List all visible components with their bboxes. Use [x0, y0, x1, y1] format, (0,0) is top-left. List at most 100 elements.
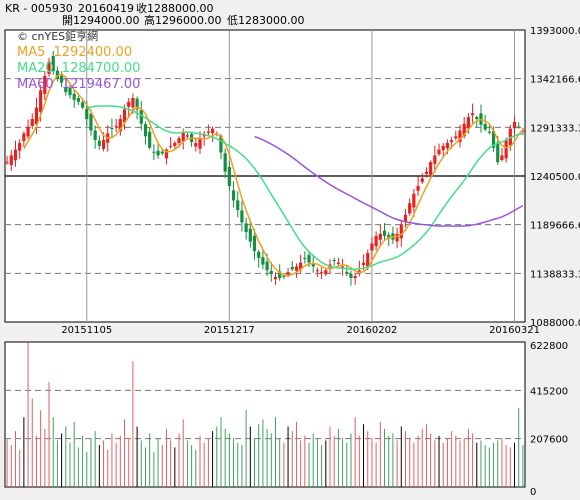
ma60-line [254, 135, 524, 227]
candle-body [282, 275, 286, 277]
vol-y-tick-label: 0 [530, 487, 536, 498]
candle-body [152, 151, 156, 153]
candle-body [336, 262, 340, 264]
candle-body [278, 271, 282, 278]
candle-body [80, 102, 85, 108]
candle-body [374, 235, 378, 247]
header-high: 高1296000.00 [144, 13, 221, 27]
candle-body [399, 224, 403, 239]
candle-body [173, 142, 177, 146]
candle-body [340, 266, 345, 268]
candle-body [261, 257, 265, 265]
candle-body [248, 228, 252, 242]
candle-body [60, 75, 64, 83]
candle-body [181, 132, 185, 142]
legend-ma60: MA60 1219467.00 [17, 77, 140, 92]
x-tick-label: 20160321 [489, 325, 540, 336]
legend-ma20-value: 1284700.00 [62, 61, 141, 76]
candle-body [160, 151, 164, 154]
candle-body [521, 130, 525, 132]
candle-body [169, 145, 173, 147]
candle-body [416, 186, 420, 191]
candle-body [269, 270, 273, 275]
candle-body [470, 113, 475, 116]
candle-body [135, 98, 139, 110]
x-tick-label: 20160202 [346, 325, 397, 336]
candle-body [131, 97, 135, 108]
candle-body [231, 190, 236, 201]
header-close: 收1288000.00 [136, 1, 213, 15]
watermark: © cnYES鉅亨網 [17, 29, 98, 43]
vol-y-tick-label: 207600 [530, 435, 568, 446]
candle-body [265, 261, 269, 271]
candle-body [219, 135, 223, 153]
legend-ma5-label: MA5 [17, 45, 45, 60]
candle-body [55, 70, 60, 79]
candle-body [299, 262, 303, 270]
candle-body [445, 142, 450, 149]
candle-body [5, 162, 9, 164]
vol-y-tick-label: 415200 [530, 386, 568, 397]
candle-body [51, 56, 55, 72]
x-tick-label: 20151217 [204, 325, 255, 336]
candle-body [148, 131, 152, 148]
candle-body [236, 200, 240, 210]
candle-body [34, 107, 39, 125]
header-symbol: KR - 005930 [5, 2, 73, 15]
candle-body [223, 153, 227, 172]
candle-body [450, 140, 454, 143]
candle-body [240, 210, 244, 223]
candle-body [118, 119, 122, 132]
candle-body [76, 98, 80, 102]
candle-body [139, 109, 143, 124]
ma5-line [23, 73, 524, 277]
candle-body [194, 142, 198, 147]
candle-body [294, 266, 299, 271]
candle-body [127, 101, 131, 107]
legend-ma60-value: 1219467.00 [62, 77, 141, 92]
y-tick-label: 1393000.0 [530, 26, 580, 37]
candle-body [286, 272, 290, 276]
candle-body [458, 130, 462, 143]
y-tick-label: 1342166.6 [530, 75, 580, 86]
candle-body [491, 130, 496, 148]
header-date: 20160419 [78, 2, 134, 15]
candle-body [89, 113, 93, 131]
candle-body [257, 251, 261, 258]
candle-body [403, 214, 408, 222]
candle-body [512, 121, 517, 129]
vol-y-tick-label: 622800 [530, 341, 568, 352]
candle-body [462, 123, 466, 137]
y-tick-label: 1189666.6 [530, 221, 580, 232]
candle-body [366, 253, 370, 268]
candle-body [85, 108, 89, 120]
candle-body [437, 149, 441, 155]
legend-ma5: MA5 1292400.00 [17, 45, 132, 60]
candle-body [311, 263, 315, 267]
candle-body [110, 128, 114, 130]
candle-body [39, 90, 43, 112]
candle-body [93, 130, 97, 141]
candle-body [13, 149, 18, 161]
candle-body [517, 126, 521, 128]
legend-ma20: MA20 1284700.00 [17, 61, 140, 76]
candle-body [177, 138, 181, 144]
candle-body [303, 257, 307, 259]
candle-body [227, 167, 231, 187]
candle-body [97, 140, 101, 146]
candle-body [320, 272, 324, 274]
candle-body [101, 140, 106, 149]
header-low: 低1283000.00 [227, 14, 304, 27]
candle-body [30, 119, 34, 127]
candle-body [315, 270, 320, 272]
candle-body [412, 193, 416, 208]
volume-panel [4, 341, 526, 488]
y-tick-label: 1088000.0 [530, 318, 580, 329]
x-tick-label: 20151105 [61, 325, 112, 336]
candle-body [349, 273, 353, 278]
legend-ma20-label: MA20 [17, 61, 54, 76]
candle-body [244, 223, 248, 233]
candle-body [114, 125, 118, 127]
candle-body [500, 155, 504, 161]
